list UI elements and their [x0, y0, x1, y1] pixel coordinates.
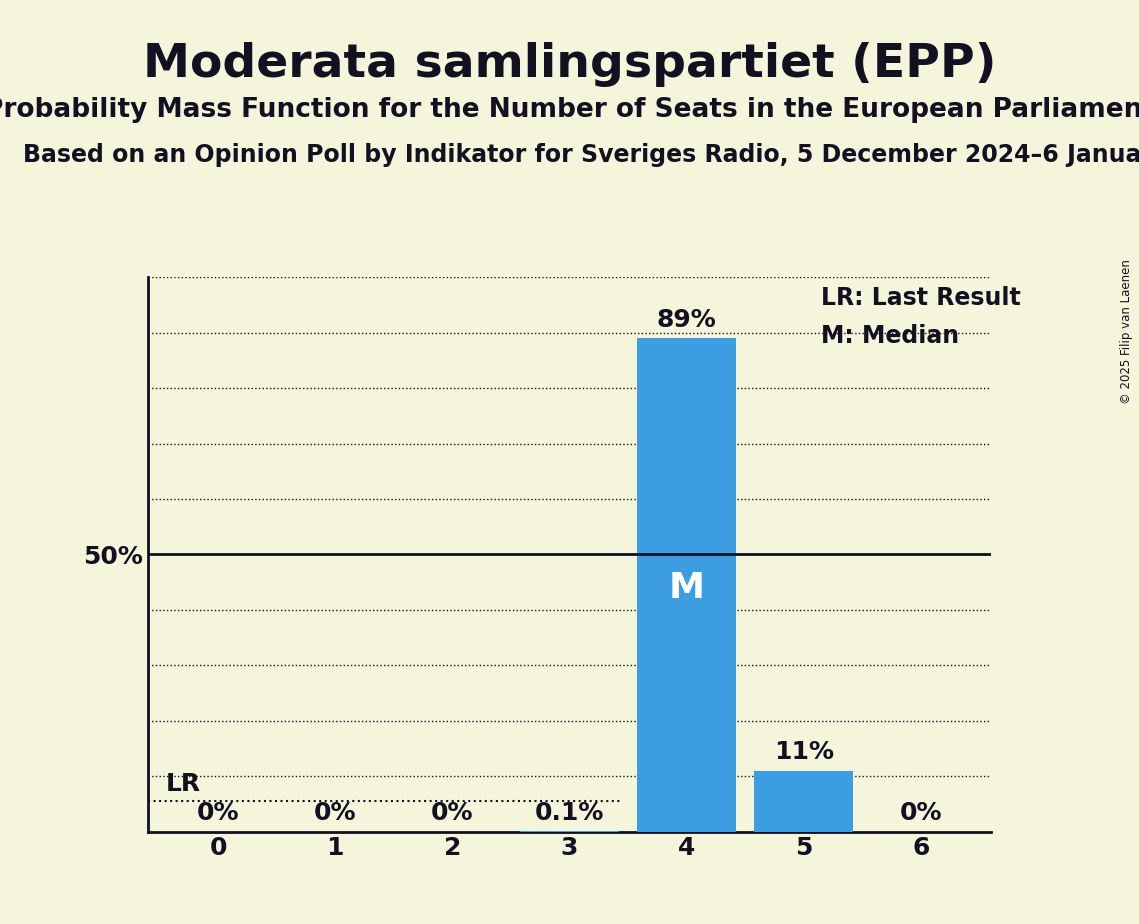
Text: Moderata samlingspartiet (EPP): Moderata samlingspartiet (EPP)	[142, 42, 997, 87]
Text: 11%: 11%	[773, 740, 834, 764]
Bar	[754, 771, 853, 832]
Text: Probability Mass Function for the Number of Seats in the European Parliament: Probability Mass Function for the Number…	[0, 97, 1139, 123]
Text: M: Median: M: Median	[821, 324, 959, 348]
Text: 0%: 0%	[900, 801, 942, 825]
Text: 89%: 89%	[657, 308, 716, 332]
Bar	[637, 338, 736, 832]
Text: Based on an Opinion Poll by Indikator for Sveriges Radio, 5 December 2024–6 Janu: Based on an Opinion Poll by Indikator fo…	[23, 143, 1139, 167]
Text: 0%: 0%	[314, 801, 357, 825]
Text: 0%: 0%	[197, 801, 239, 825]
Text: M: M	[669, 571, 705, 604]
Text: 0.1%: 0.1%	[535, 801, 604, 825]
Text: © 2025 Filip van Laenen: © 2025 Filip van Laenen	[1121, 259, 1133, 404]
Text: LR: Last Result: LR: Last Result	[821, 286, 1021, 310]
Text: LR: LR	[165, 772, 200, 796]
Text: 0%: 0%	[432, 801, 474, 825]
